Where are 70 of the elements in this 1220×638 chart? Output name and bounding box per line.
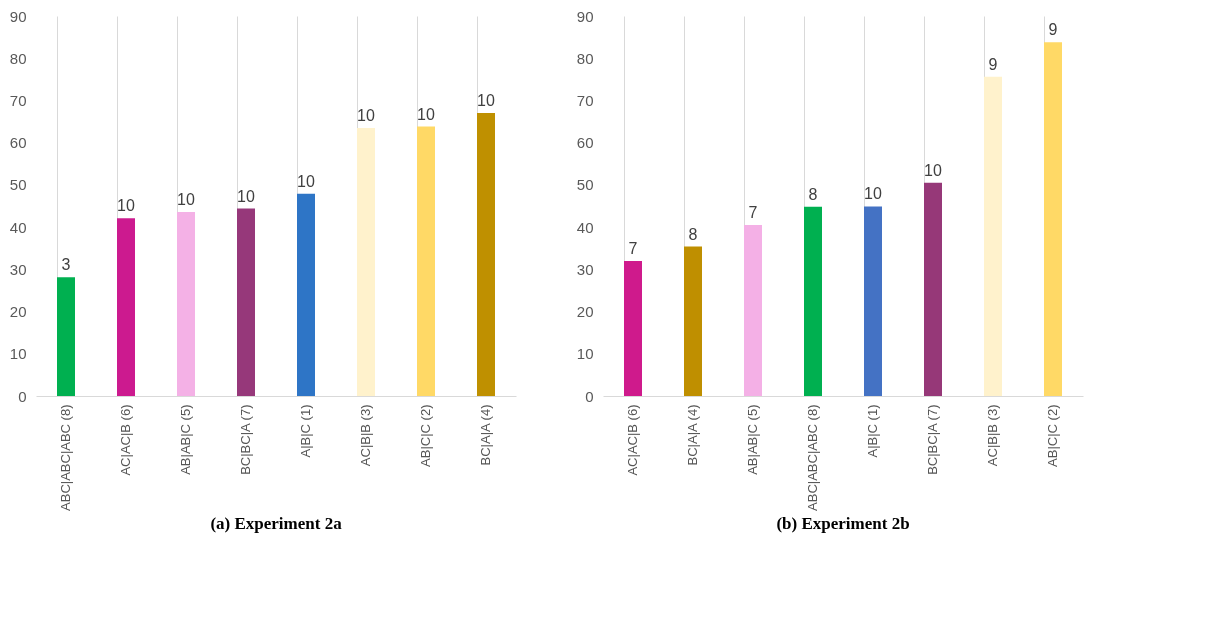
bar (117, 218, 135, 396)
y-tick-label: 0 (585, 387, 594, 405)
annotation: 8 (808, 185, 818, 203)
x-tick-label: AC|B|B (3) (358, 404, 373, 467)
x-tick-label: A|B|C (1) (298, 404, 313, 458)
annotation: 10 (177, 190, 195, 208)
x-tick-label: BC|A|A (4) (478, 404, 493, 466)
annotation: 10 (477, 92, 495, 110)
bar (417, 126, 435, 396)
y-tick-label: 50 (576, 176, 594, 194)
bar (864, 206, 882, 396)
bar (177, 211, 195, 396)
y-tick-label: 50 (9, 176, 27, 194)
x-tick-label: BC|A|A (4) (685, 404, 700, 466)
y-tick-label: 0 (18, 387, 27, 405)
bar (477, 113, 495, 396)
y-tick-label: 40 (576, 218, 594, 236)
annotation: 8 (688, 225, 698, 243)
bar (984, 76, 1002, 396)
x-tick-label: AC|AC|B (6) (625, 404, 640, 476)
y-tick-label: 70 (9, 91, 27, 109)
bar (237, 208, 255, 396)
annotation: 10 (357, 106, 375, 124)
text: (a) Experiment 2a (210, 514, 343, 534)
y-tick-label: 90 (9, 7, 27, 25)
x-tick-label: AB|AB|C (5) (178, 404, 193, 475)
annotation: 10 (117, 197, 135, 215)
y-tick-label: 40 (9, 218, 27, 236)
y-tick-label: 30 (576, 260, 594, 278)
y-tick-label: 20 (9, 303, 27, 321)
bar (684, 246, 702, 396)
text: (b) Experiment 2b (776, 514, 910, 534)
y-tick-label: 10 (9, 345, 27, 363)
x-tick-label: AB|AB|C (5) (745, 404, 760, 475)
bar (1044, 42, 1062, 396)
annotation: 10 (237, 187, 255, 205)
x-tick-label: AB|C|C (2) (1045, 404, 1060, 467)
annotation: 10 (924, 161, 942, 179)
x-tick-label: AC|B|B (3) (985, 404, 1000, 467)
x-tick-label: A|B|C (1) (865, 404, 880, 458)
y-tick-label: 60 (9, 134, 27, 152)
y-tick-label: 10 (576, 345, 594, 363)
bar (57, 277, 75, 396)
x-tick-label: ABC|ABC|ABC (8) (58, 404, 73, 511)
y-tick-label: 30 (9, 260, 27, 278)
annotation: 7 (748, 204, 758, 221)
x-tick-label: ABC|ABC|ABC (8) (805, 404, 820, 511)
x-tick-label: BC|BC|A (7) (925, 404, 940, 475)
y-tick-label: 60 (576, 134, 594, 152)
x-tick-label: AC|AC|B (6) (118, 404, 133, 476)
y-tick-label: 80 (9, 49, 27, 67)
annotation: 7 (628, 239, 638, 257)
x-tick-label: BC|BC|A (7) (238, 404, 253, 475)
bar (357, 127, 375, 396)
annotation: 3 (61, 256, 71, 274)
y-tick-label: 90 (576, 7, 594, 25)
bar (624, 260, 642, 396)
annotation: 9 (1048, 21, 1058, 39)
annotation: 10 (417, 105, 435, 123)
bar (297, 193, 315, 396)
bar (744, 225, 762, 396)
y-tick-label: 20 (576, 303, 594, 321)
bar (804, 206, 822, 396)
y-tick-label: 80 (576, 49, 594, 67)
x-tick-label: AB|C|C (2) (418, 404, 433, 467)
annotation: 10 (297, 172, 315, 190)
annotation: 10 (864, 185, 882, 203)
annotation: 9 (988, 55, 998, 73)
y-tick-label: 70 (576, 91, 594, 109)
bar (924, 182, 942, 396)
